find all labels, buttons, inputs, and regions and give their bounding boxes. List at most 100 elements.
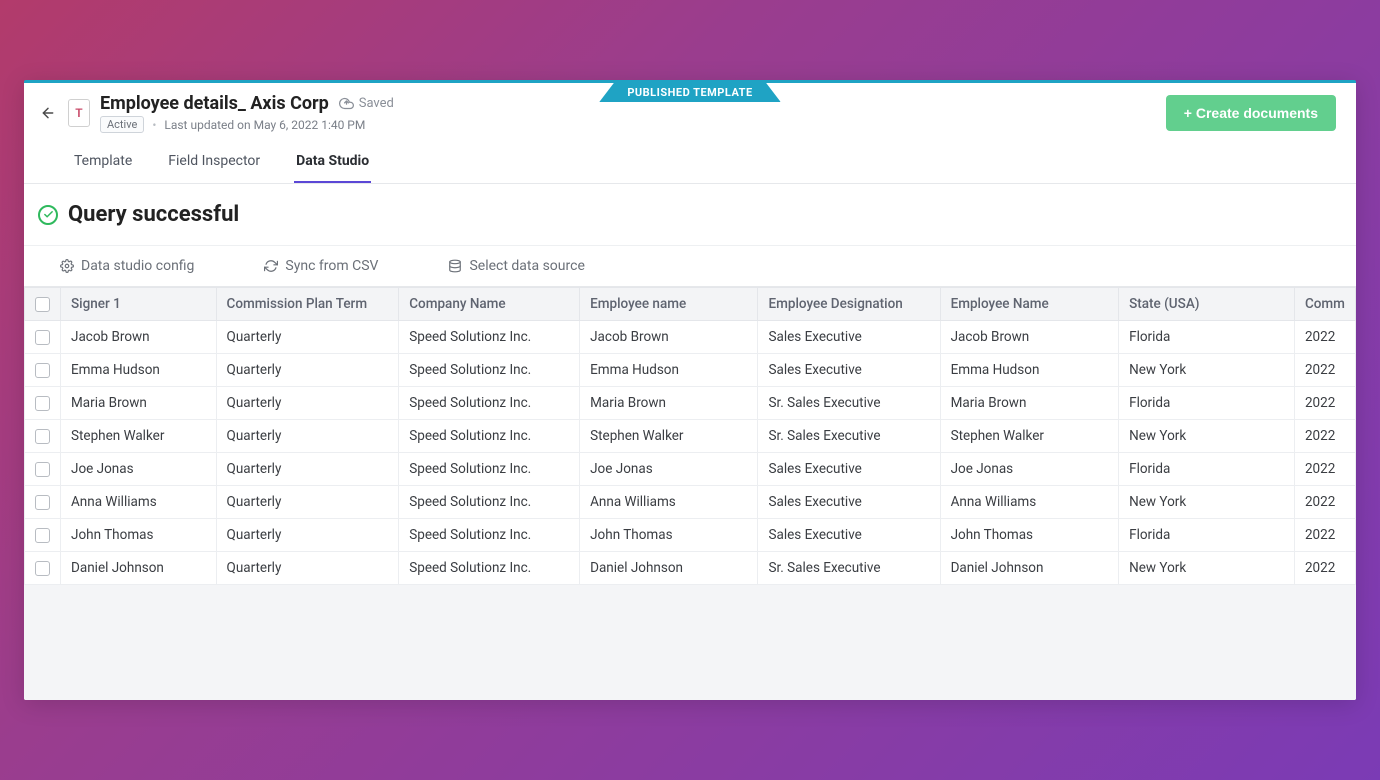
table-cell: Quarterly: [216, 519, 399, 552]
data-toolbar: Data studio config Sync from CSV Select …: [24, 245, 1356, 287]
select-data-source-button[interactable]: Select data source: [448, 258, 584, 274]
column-header[interactable]: Company Name: [399, 288, 580, 321]
column-header[interactable]: Employee Name: [940, 288, 1119, 321]
table-row[interactable]: Emma HudsonQuarterlySpeed Solutionz Inc.…: [25, 354, 1356, 387]
table-header-row: Signer 1 Commission Plan Term Company Na…: [25, 288, 1356, 321]
row-checkbox[interactable]: [35, 429, 50, 444]
table-cell: Daniel Johnson: [940, 552, 1119, 585]
table-cell: Quarterly: [216, 354, 399, 387]
table-cell: Sr. Sales Executive: [758, 387, 940, 420]
column-header[interactable]: Signer 1: [61, 288, 217, 321]
table-cell: Florida: [1119, 321, 1295, 354]
table-cell: Speed Solutionz Inc.: [399, 354, 580, 387]
table-cell: Maria Brown: [940, 387, 1119, 420]
table-cell: Speed Solutionz Inc.: [399, 453, 580, 486]
table-cell: 2022: [1294, 519, 1355, 552]
table-row[interactable]: John ThomasQuarterlySpeed Solutionz Inc.…: [25, 519, 1356, 552]
table-cell: Joe Jonas: [61, 453, 217, 486]
table-cell: Sr. Sales Executive: [758, 552, 940, 585]
table-cell: Sales Executive: [758, 486, 940, 519]
tool-label: Select data source: [469, 258, 584, 274]
table-cell: Stephen Walker: [61, 420, 217, 453]
table-row[interactable]: Jacob Brown QuarterlySpeed Solutionz Inc.…: [25, 321, 1356, 354]
saved-label: Saved: [359, 96, 394, 111]
query-status-title: Query successful: [68, 202, 239, 227]
table-cell: Emma Hudson: [61, 354, 217, 387]
table-cell: Florida: [1119, 387, 1295, 420]
tabs: Template Field Inspector Data Studio: [24, 143, 1356, 184]
table-row[interactable]: Joe JonasQuarterlySpeed Solutionz Inc.Jo…: [25, 453, 1356, 486]
check-circle-icon: [38, 205, 58, 225]
table-cell: Sales Executive: [758, 453, 940, 486]
table-cell: John Thomas: [580, 519, 758, 552]
last-updated-text: Last updated on May 6, 2022 1:40 PM: [164, 118, 365, 132]
table-cell: Emma Hudson: [580, 354, 758, 387]
row-checkbox[interactable]: [35, 495, 50, 510]
table-cell: 2022: [1294, 354, 1355, 387]
arrow-left-icon: [40, 105, 56, 121]
table-cell: Florida: [1119, 519, 1295, 552]
table-cell: Speed Solutionz Inc.: [399, 519, 580, 552]
table-cell: 2022: [1294, 486, 1355, 519]
table-cell: John Thomas: [61, 519, 217, 552]
table-cell: New York: [1119, 552, 1295, 585]
saved-indicator: Saved: [339, 96, 394, 111]
table-cell: Maria Brown: [580, 387, 758, 420]
refresh-icon: [264, 259, 278, 273]
tab-data-studio[interactable]: Data Studio: [294, 143, 371, 183]
table-cell: Speed Solutionz Inc.: [399, 552, 580, 585]
table-cell: Quarterly: [216, 486, 399, 519]
data-studio-config-button[interactable]: Data studio config: [60, 258, 194, 274]
table-row[interactable]: Stephen WalkerQuarterlySpeed Solutionz I…: [25, 420, 1356, 453]
table-cell: Speed Solutionz Inc.: [399, 387, 580, 420]
column-header[interactable]: Comm: [1294, 288, 1355, 321]
column-header[interactable]: Employee name: [580, 288, 758, 321]
document-title: Employee details_ Axis Corp: [100, 93, 329, 114]
row-checkbox[interactable]: [35, 363, 50, 378]
create-documents-button[interactable]: + Create documents: [1166, 95, 1336, 131]
sync-from-csv-button[interactable]: Sync from CSV: [264, 258, 378, 274]
table-cell: Sales Executive: [758, 321, 940, 354]
table-cell: Quarterly: [216, 321, 399, 354]
tool-label: Data studio config: [81, 258, 194, 274]
table-cell: Speed Solutionz Inc.: [399, 420, 580, 453]
table-row[interactable]: Anna WilliamsQuarterlySpeed Solutionz In…: [25, 486, 1356, 519]
app-window: PUBLISHED TEMPLATE T Employee details_ A…: [24, 80, 1356, 700]
table-cell: Sr. Sales Executive: [758, 420, 940, 453]
table-cell: Daniel Johnson: [61, 552, 217, 585]
table-cell: New York: [1119, 354, 1295, 387]
row-checkbox[interactable]: [35, 330, 50, 345]
row-checkbox[interactable]: [35, 528, 50, 543]
table-cell: Jacob Brown: [580, 321, 758, 354]
column-header[interactable]: State (USA): [1119, 288, 1295, 321]
select-all-checkbox[interactable]: [35, 297, 50, 312]
table-cell: Quarterly: [216, 453, 399, 486]
row-checkbox[interactable]: [35, 561, 50, 576]
table-cell: Sales Executive: [758, 354, 940, 387]
tool-label: Sync from CSV: [285, 258, 378, 274]
table-cell: 2022: [1294, 453, 1355, 486]
table-cell: Quarterly: [216, 552, 399, 585]
table-cell: Quarterly: [216, 387, 399, 420]
column-header[interactable]: Commission Plan Term: [216, 288, 399, 321]
table-row[interactable]: Maria Brown QuarterlySpeed Solutionz Inc.…: [25, 387, 1356, 420]
table-cell: Joe Jonas: [580, 453, 758, 486]
table-cell: Anna Williams: [580, 486, 758, 519]
table-cell: Daniel Johnson: [580, 552, 758, 585]
published-template-ribbon: PUBLISHED TEMPLATE: [599, 83, 780, 102]
table-cell: New York: [1119, 486, 1295, 519]
column-header[interactable]: Employee Designation: [758, 288, 940, 321]
back-button[interactable]: [34, 99, 62, 127]
document-type-icon: T: [68, 99, 90, 127]
table-cell: 2022: [1294, 321, 1355, 354]
tab-field-inspector[interactable]: Field Inspector: [166, 143, 262, 183]
gear-icon: [60, 259, 74, 273]
row-checkbox[interactable]: [35, 396, 50, 411]
row-checkbox[interactable]: [35, 462, 50, 477]
table-cell: Speed Solutionz Inc.: [399, 321, 580, 354]
table-cell: Anna Williams: [61, 486, 217, 519]
table-cell: Stephen Walker: [580, 420, 758, 453]
table-cell: 2022: [1294, 387, 1355, 420]
tab-template[interactable]: Template: [72, 143, 134, 183]
table-row[interactable]: Daniel JohnsonQuarterlySpeed Solutionz I…: [25, 552, 1356, 585]
